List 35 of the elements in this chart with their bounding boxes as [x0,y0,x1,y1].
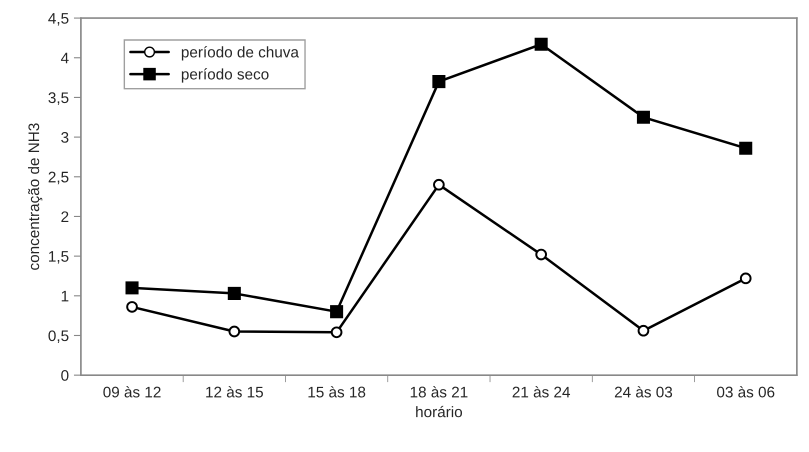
y-tick-label: 1 [62,290,68,302]
legend-label: período seco [182,68,269,83]
y-tick-label: 4,5 [48,13,68,26]
y-tick-label: 2,5 [48,172,68,184]
point [330,326,342,338]
y-tick-label: 0,5 [48,330,68,343]
point [126,301,138,313]
y-axis-title: concentração de NH3 [28,123,42,270]
x-tick-label: 18 às 21 [410,386,468,398]
point [739,142,752,155]
x-tick-label: 12 às 15 [206,386,263,398]
y-tick-label: 3,5 [48,92,68,105]
y-tick-label: 1,5 [49,251,68,264]
point [638,324,650,337]
point [228,286,241,300]
x-axis-title: horário [416,406,462,418]
y-tick-label: 4 [60,52,69,64]
point [636,110,650,124]
point [330,305,344,318]
point [534,38,548,51]
y-tick-label: 3 [61,132,68,143]
point [740,272,752,284]
point [535,248,547,260]
point [228,326,240,338]
x-tick-label: 24 às 03 [614,386,672,398]
point [433,178,445,191]
point [432,75,446,88]
y-tick-label: 2 [61,211,68,222]
x-tick-label: 03 às 06 [717,386,774,398]
point [126,281,139,294]
x-tick-label: 15 às 18 [308,386,366,398]
legend-label: período de chuva [182,46,299,61]
x-tick-label: 09 às 12 [103,386,161,398]
y-tick-label: 0 [61,370,68,381]
x-tick-label: 21 às 24 [512,386,570,398]
